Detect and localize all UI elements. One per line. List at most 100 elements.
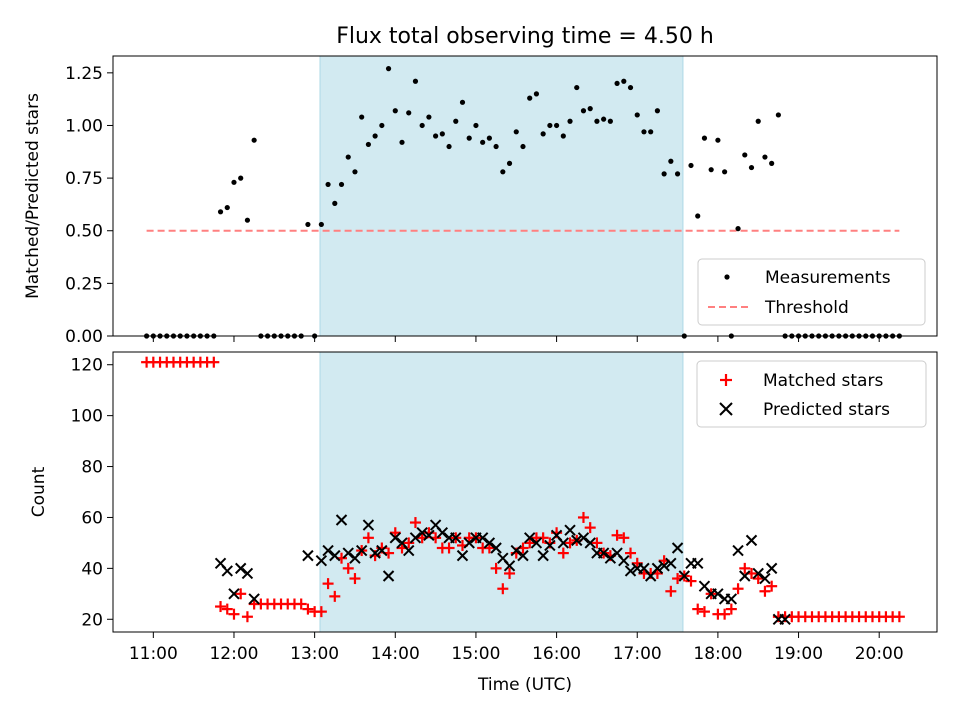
bottom-legend-box (696, 360, 927, 428)
bottom-x-tick-label: 19:00 (774, 644, 823, 664)
bottom-y-tick-label: 120 (71, 356, 103, 376)
matched-star-point (893, 611, 905, 623)
matched-star-point (228, 608, 240, 620)
bottom-x-tick-label: 20:00 (855, 644, 904, 664)
measurement-point (305, 221, 311, 228)
matched-star-point (302, 603, 314, 615)
measurement-point (480, 139, 486, 145)
top-legend-box (697, 258, 926, 326)
bottom-axes-frame (112, 351, 938, 633)
top-legend: Measurements Threshold (697, 258, 926, 326)
predicted-star-point (752, 567, 764, 580)
predicted-star-point (725, 593, 738, 605)
matched-star-point (524, 537, 536, 549)
top-y-tick-label: 0.00 (65, 327, 103, 347)
legend-predicted-label: Predicted stars (763, 400, 890, 420)
predicted-star-point (571, 534, 583, 547)
bottom-x-tick-label: 18:00 (693, 644, 742, 664)
measurement-point (715, 137, 721, 143)
measurement-point (594, 118, 600, 124)
predicted-star-point (436, 527, 449, 539)
legend-measurements-label: Measurements (765, 268, 891, 288)
bottom-y-ticks: 20 40 60 80 100 120 (71, 356, 113, 630)
matched-star-point (739, 562, 751, 574)
measurement-point (695, 213, 701, 219)
legend-threshold-label: Threshold (764, 298, 849, 318)
legend-matched-label: Matched stars (763, 371, 883, 391)
predicted-star-point (665, 557, 677, 569)
matched-star-point (483, 542, 495, 554)
predicted-star-point (423, 529, 435, 541)
predicted-star-point (476, 532, 489, 544)
top-observing-window (319, 55, 684, 337)
matched-star-point (295, 598, 307, 610)
measurement-point (722, 169, 728, 175)
predicted-star-point (779, 613, 791, 625)
bottom-x-tick-label: 15:00 (451, 644, 500, 664)
measurement-point (621, 78, 627, 84)
predicted-star-point (732, 544, 744, 557)
measurement-point (560, 133, 566, 139)
bottom-x-tick-label: 12:00 (209, 644, 258, 664)
predicted-star-point (678, 570, 690, 582)
top-y-tick-label: 0.50 (65, 222, 103, 242)
measurement-point (217, 209, 224, 215)
predicted-star-point (409, 532, 422, 544)
measurement-point (359, 114, 365, 120)
predicted-star-point (322, 544, 334, 557)
predicted-star-point (745, 534, 758, 547)
predicted-star-point (248, 593, 260, 605)
matched-star-point (685, 575, 697, 587)
predicted-star-point (564, 524, 576, 536)
chart-title: Flux total observing time = 4.50 h (336, 24, 714, 49)
measurement-point (251, 137, 257, 143)
measurement-point (601, 116, 607, 122)
matched-star-point (490, 562, 502, 574)
matched-star-point (698, 606, 710, 618)
predicted-star-point (463, 537, 475, 549)
predicted-star-point (369, 547, 381, 559)
matched-star-point (692, 603, 704, 615)
matched-star-point (504, 567, 516, 579)
top-y-tick-label: 0.25 (65, 274, 103, 294)
measurement-point (775, 112, 781, 118)
measurement-point (379, 122, 385, 129)
predicted-star-point (329, 549, 341, 562)
matched-star-point (443, 542, 455, 554)
measurement-point (352, 169, 358, 175)
matched-star-point (725, 603, 737, 615)
matched-star-point (208, 356, 220, 368)
predicted-star-point (510, 544, 522, 557)
predicted-star-point (389, 532, 401, 544)
legend-predicted-marker (719, 402, 733, 416)
measurement-point (654, 108, 661, 114)
predicted-star-point (228, 588, 240, 600)
predicted-star-point (403, 544, 415, 557)
predicted-star-point (597, 547, 610, 559)
measurement-point (755, 118, 761, 124)
predicted-star-point (483, 537, 496, 549)
predicted-star-point (241, 567, 254, 580)
measurement-point (412, 78, 419, 84)
top-panel: 0.00 0.25 0.50 0.75 1.00 1.25 Matched/Predict… (23, 55, 938, 347)
measurement-point (567, 118, 573, 124)
measurement-point (634, 112, 640, 118)
predicted-stars-points (214, 514, 791, 625)
matched-star-point (403, 537, 415, 549)
measurement-point (365, 141, 371, 148)
matched-star-point (389, 527, 401, 539)
bottom-y-tick-label: 60 (81, 508, 103, 528)
matched-star-point (322, 578, 334, 590)
top-y-axis-label: Matched/Predicted stars (23, 93, 43, 299)
matched-star-point (752, 573, 764, 585)
matched-star-point (215, 601, 227, 613)
bottom-x-tick-label: 16:00 (532, 644, 581, 664)
predicted-star-point (302, 549, 314, 562)
measurement-point (493, 143, 499, 150)
measurement-point (419, 122, 425, 129)
bottom-y-tick-label: 80 (81, 458, 103, 478)
measurement-points (144, 66, 902, 339)
matched-star-point (631, 557, 643, 569)
measurement-point (224, 204, 230, 211)
